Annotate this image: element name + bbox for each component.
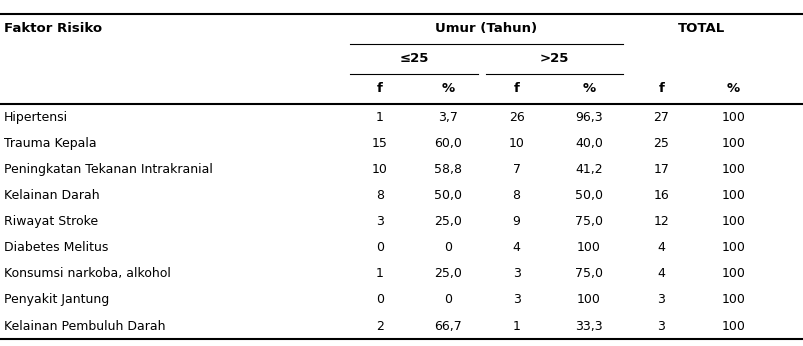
Text: 8: 8	[376, 189, 383, 202]
Text: 75,0: 75,0	[574, 267, 602, 280]
Text: 10: 10	[508, 137, 524, 150]
Text: 100: 100	[577, 241, 600, 254]
Text: 1: 1	[376, 267, 383, 280]
Text: %: %	[441, 82, 454, 95]
Text: 100: 100	[577, 293, 600, 307]
Text: 100: 100	[721, 267, 744, 280]
Text: ≤25: ≤25	[399, 52, 428, 65]
Text: Peningkatan Tekanan Intrakranial: Peningkatan Tekanan Intrakranial	[4, 163, 213, 176]
Text: %: %	[581, 82, 595, 95]
Text: 4: 4	[512, 241, 520, 254]
Text: Faktor Risiko: Faktor Risiko	[4, 22, 102, 35]
Text: 0: 0	[376, 241, 383, 254]
Text: 75,0: 75,0	[574, 215, 602, 228]
Text: TOTAL: TOTAL	[677, 22, 724, 35]
Text: 100: 100	[721, 163, 744, 176]
Text: 100: 100	[721, 293, 744, 307]
Text: 96,3: 96,3	[574, 110, 602, 124]
Text: Trauma Kepala: Trauma Kepala	[4, 137, 96, 150]
Text: 3: 3	[657, 293, 664, 307]
Text: 100: 100	[721, 110, 744, 124]
Text: Diabetes Melitus: Diabetes Melitus	[4, 241, 108, 254]
Text: 60,0: 60,0	[434, 137, 462, 150]
Text: 8: 8	[512, 189, 520, 202]
Text: 16: 16	[653, 189, 668, 202]
Text: 100: 100	[721, 189, 744, 202]
Text: 100: 100	[721, 137, 744, 150]
Text: 4: 4	[657, 241, 664, 254]
Text: 100: 100	[721, 319, 744, 333]
Text: 1: 1	[512, 319, 520, 333]
Text: 25,0: 25,0	[434, 215, 462, 228]
Text: 12: 12	[653, 215, 668, 228]
Text: 50,0: 50,0	[574, 189, 602, 202]
Text: 100: 100	[721, 241, 744, 254]
Text: 27: 27	[653, 110, 668, 124]
Text: %: %	[726, 82, 740, 95]
Text: 0: 0	[376, 293, 383, 307]
Text: 3,7: 3,7	[438, 110, 458, 124]
Text: Penyakit Jantung: Penyakit Jantung	[4, 293, 109, 307]
Text: 40,0: 40,0	[574, 137, 602, 150]
Text: 26: 26	[508, 110, 524, 124]
Text: Kelainan Darah: Kelainan Darah	[4, 189, 100, 202]
Text: 3: 3	[376, 215, 383, 228]
Text: Kelainan Pembuluh Darah: Kelainan Pembuluh Darah	[4, 319, 165, 333]
Text: 0: 0	[444, 293, 451, 307]
Text: 3: 3	[657, 319, 664, 333]
Text: Riwayat Stroke: Riwayat Stroke	[4, 215, 98, 228]
Text: 3: 3	[512, 293, 520, 307]
Text: 41,2: 41,2	[574, 163, 602, 176]
Text: 9: 9	[512, 215, 520, 228]
Text: 15: 15	[372, 137, 387, 150]
Text: f: f	[377, 82, 382, 95]
Text: 100: 100	[721, 215, 744, 228]
Text: 2: 2	[376, 319, 383, 333]
Text: 3: 3	[512, 267, 520, 280]
Text: 1: 1	[376, 110, 383, 124]
Text: Umur (Tahun): Umur (Tahun)	[434, 22, 537, 35]
Text: 25,0: 25,0	[434, 267, 462, 280]
Text: Konsumsi narkoba, alkohol: Konsumsi narkoba, alkohol	[4, 267, 171, 280]
Text: 10: 10	[372, 163, 387, 176]
Text: 17: 17	[653, 163, 668, 176]
Text: >25: >25	[540, 52, 569, 65]
Text: 0: 0	[444, 241, 451, 254]
Text: 50,0: 50,0	[434, 189, 462, 202]
Text: 66,7: 66,7	[434, 319, 462, 333]
Text: 58,8: 58,8	[434, 163, 462, 176]
Text: 33,3: 33,3	[574, 319, 602, 333]
Text: f: f	[513, 82, 519, 95]
Text: 25: 25	[653, 137, 668, 150]
Text: 4: 4	[657, 267, 664, 280]
Text: Hipertensi: Hipertensi	[4, 110, 68, 124]
Text: f: f	[658, 82, 663, 95]
Text: 7: 7	[512, 163, 520, 176]
